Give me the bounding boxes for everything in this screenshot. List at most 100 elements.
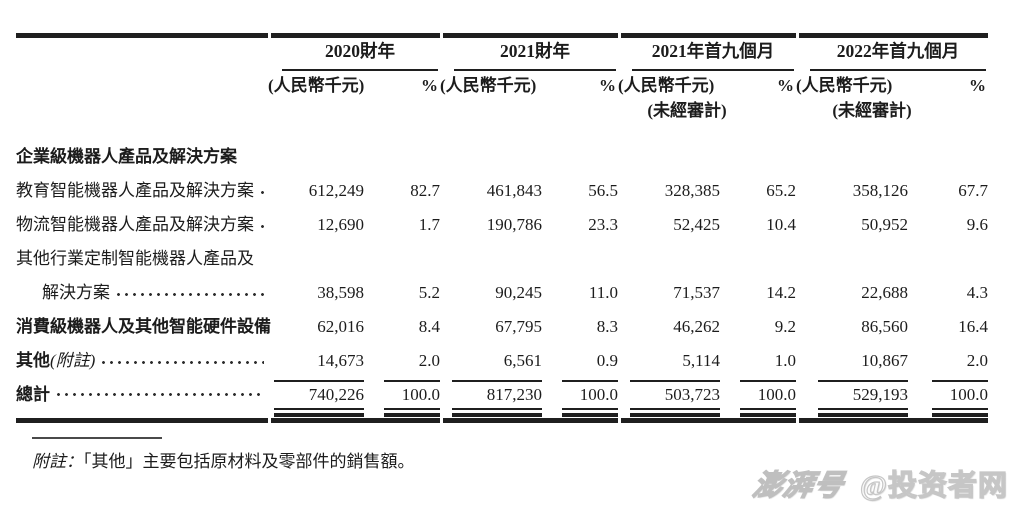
amount-cell: 461,843 — [486, 181, 542, 200]
period-header-row: 2020財年 2021財年 2021年首九個月 2022年首九個月 — [16, 38, 988, 71]
amount-cell — [796, 237, 908, 271]
percent-label: % — [421, 76, 438, 95]
top-rule-stub — [16, 33, 268, 38]
percent-cell: 23.3 — [588, 215, 618, 234]
percent-cell: 5.2 — [418, 283, 440, 302]
percent-label: % — [599, 76, 616, 95]
top-rule-seg — [268, 33, 440, 38]
table-row: 消費級機器人及其他智能硬件設備 62,016 8.4 67,795 8.3 46… — [16, 305, 988, 339]
percent-cell — [908, 237, 988, 271]
amount-cell: 52,425 — [673, 215, 720, 234]
unit-header-row: (人民幣千元) % (人民幣千元) % (人民幣千元) % (人民幣千元) % — [16, 71, 988, 96]
amount-cell — [440, 135, 542, 169]
unit-label: (人民幣千元) — [440, 76, 537, 95]
percent-cell: 14.2 — [766, 283, 796, 302]
total-percent: 100.0 — [740, 380, 796, 417]
top-rule-seg — [618, 33, 796, 38]
total-amount: 740,226 — [274, 380, 364, 417]
footnote-rule — [32, 437, 162, 439]
dot-leader — [261, 191, 264, 194]
amount-cell: 22,688 — [861, 283, 908, 302]
dot-leader — [117, 293, 264, 296]
percent-cell: 9.2 — [774, 317, 796, 336]
percent-cell: 8.4 — [418, 317, 440, 336]
bottom-rule-seg — [268, 418, 440, 423]
watermark-platform-logo: 澎湃号 — [749, 469, 847, 502]
percent-cell: 4.3 — [966, 283, 988, 302]
amount-cell: 5,114 — [682, 351, 720, 370]
percent-cell: 16.4 — [958, 317, 988, 336]
percent-cell: 11.0 — [588, 283, 618, 302]
amount-cell: 46,262 — [673, 317, 720, 336]
total-amount: 503,723 — [630, 380, 720, 417]
total-label: 總計 — [16, 385, 50, 404]
amount-cell: 90,245 — [495, 283, 542, 302]
amount-cell: 10,867 — [861, 351, 908, 370]
percent-cell: 82.7 — [410, 181, 440, 200]
row-label: 解決方案 — [42, 283, 110, 302]
footnote-text: 「其他」主要包括原材料及零部件的銷售額。 — [83, 452, 415, 471]
total-row: 總計 740,226 100.0 817,230 100.0 503,723 1… — [16, 373, 988, 418]
amount-cell: 14,673 — [317, 351, 364, 370]
percent-cell: 56.5 — [588, 181, 618, 200]
percent-cell — [542, 237, 618, 271]
table-row: 解決方案 38,598 5.2 90,245 11.0 71,537 14.2 … — [16, 271, 988, 305]
table-row: 教育智能機器人產品及解決方案 612,249 82.7 461,843 56.5… — [16, 169, 988, 203]
unit-label: (人民幣千元) — [618, 76, 715, 95]
table-bottom-rule — [16, 418, 988, 423]
percent-cell — [720, 237, 796, 271]
percent-cell: 2.0 — [966, 351, 988, 370]
table-footer-section: 總計 740,226 100.0 817,230 100.0 503,723 1… — [16, 373, 988, 423]
total-amount: 817,230 — [452, 380, 542, 417]
table-row: 物流智能機器人產品及解決方案 12,690 1.7 190,786 23.3 5… — [16, 203, 988, 237]
bottom-rule-stub — [16, 418, 268, 423]
percent-cell: 10.4 — [766, 215, 796, 234]
percent-cell: 1.0 — [774, 351, 796, 370]
percent-cell: 9.6 — [966, 215, 988, 234]
amount-cell — [618, 237, 720, 271]
percent-cell: 8.3 — [596, 317, 618, 336]
amount-cell: 12,690 — [317, 215, 364, 234]
percent-label: % — [969, 76, 986, 95]
dot-leader — [102, 361, 264, 364]
unit-label: (人民幣千元) — [268, 76, 365, 95]
total-percent: 100.0 — [384, 380, 440, 417]
watermark: 澎湃号 @投资者网 — [749, 462, 1008, 504]
footnote-prefix: 附註： — [32, 452, 83, 471]
amount-cell: 328,385 — [664, 181, 720, 200]
percent-cell: 65.2 — [766, 181, 796, 200]
row-label: 企業級機器人產品及解決方案 — [16, 147, 237, 166]
revenue-breakdown-table: 2020財年 2021財年 2021年首九個月 2022年首九個月 (人民幣千元… — [16, 33, 988, 423]
amount-cell: 50,952 — [861, 215, 908, 234]
amount-cell: 86,560 — [861, 317, 908, 336]
top-rule-seg — [440, 33, 618, 38]
table-row: 其他 (附註) 14,673 2.0 6,561 0.9 5,114 1.0 10… — [16, 339, 988, 373]
percent-cell: 67.7 — [958, 181, 988, 200]
period-9m2021: 2021年首九個月 — [632, 38, 794, 71]
percent-cell — [364, 135, 440, 169]
amount-cell: 6,561 — [503, 351, 542, 370]
amount-cell: 358,126 — [852, 181, 908, 200]
amount-cell — [268, 237, 364, 271]
unaudited-label — [268, 96, 440, 121]
table-body: 企業級機器人產品及解決方案 教育智能機器人產品及解決方案 612,249 82.… — [16, 135, 988, 373]
row-label: 其他 — [16, 351, 50, 370]
watermark-account: @投资者网 — [859, 469, 1008, 502]
percent-label: % — [777, 76, 794, 95]
total-percent: 100.0 — [932, 380, 988, 417]
table-row: 其他行業定制智能機器人產品及 — [16, 237, 988, 271]
row-label-note-suffix: (附註) — [50, 351, 96, 370]
unaudited-header-row: (未經審計) (未經審計) — [16, 96, 988, 121]
total-percent: 100.0 — [562, 380, 618, 417]
percent-cell — [908, 135, 988, 169]
amount-cell: 190,786 — [486, 215, 542, 234]
unaudited-label: (未經審計) — [832, 101, 912, 120]
percent-cell — [542, 135, 618, 169]
period-fy2020: 2020財年 — [282, 38, 438, 71]
row-label: 教育智能機器人產品及解決方案 — [16, 181, 254, 200]
header-body-spacer — [16, 121, 988, 135]
amount-cell: 71,537 — [673, 283, 720, 302]
table-top-rule — [16, 33, 988, 38]
row-label: 消費級機器人及其他智能硬件設備 — [16, 317, 271, 336]
